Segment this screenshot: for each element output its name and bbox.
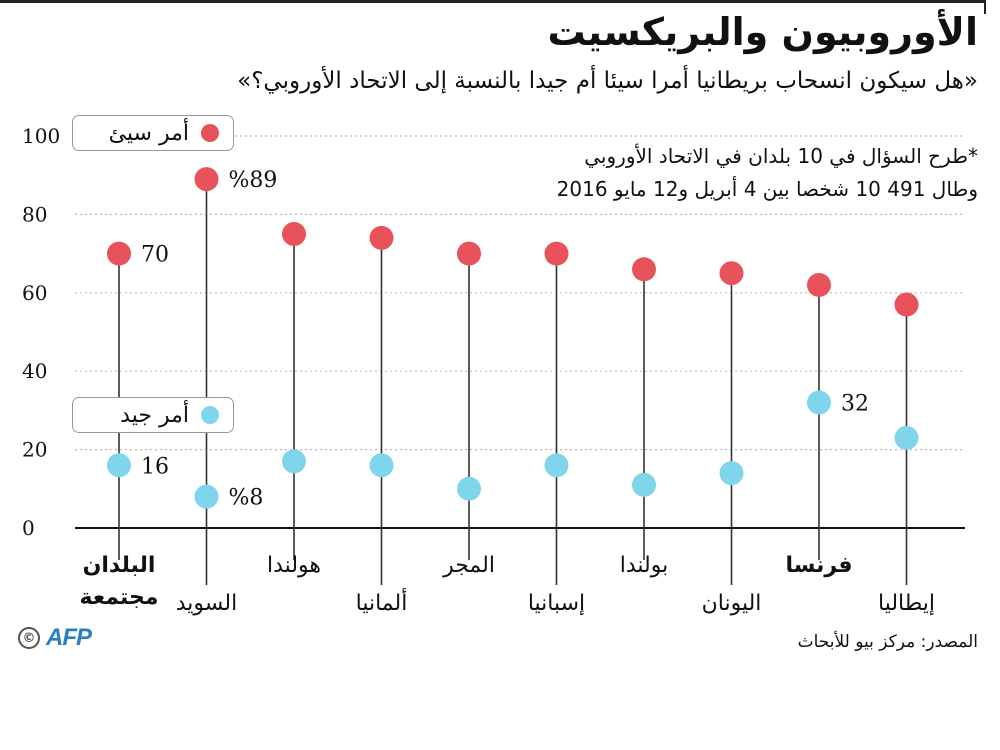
legend-bad-label: أمر سيئ [108,120,189,146]
bad-point [369,225,394,250]
category-label: البلدان [83,553,156,578]
bad-point [457,241,481,266]
legend-good-label: أمر جيد [120,402,189,428]
page-subtitle: «هل سيكون انسحاب بريطانيا أمرا سيئا أم ج… [237,68,978,94]
bad-data-label: 70 [141,243,169,268]
good-data-label: 32 [841,392,869,417]
good-point [107,453,131,478]
good-point [632,472,656,497]
y-tick-label: 100 [22,124,60,148]
right-border [984,0,986,14]
y-tick-label: 0 [22,516,35,540]
bad-point [107,241,131,266]
top-border [0,0,985,3]
good-point [457,476,481,501]
category-label: هولندا [267,553,321,578]
bad-point [194,167,219,192]
category-label: فرنسا [786,553,853,578]
bad-point [807,272,831,297]
survey-note-line-2: وطال 491 10 شخصا بين 4 أبريل و12 مايو 20… [556,177,978,201]
good-point [369,453,394,478]
legend-good-dot [201,406,219,424]
y-tick-label: 40 [22,359,47,383]
copyright-icon: © [18,627,40,649]
bad-point [282,222,306,246]
bad-point [632,257,656,282]
legend-bad: أمر سيئ [72,115,234,151]
afp-logo: © AFP [18,624,92,652]
bad-point [719,261,744,286]
page-title: الأوروبيون والبريكسيت [547,10,978,54]
good-data-label: %8 [229,486,264,511]
y-tick-label: 20 [22,438,47,462]
good-point [544,453,569,478]
legend-bad-dot [201,124,219,142]
category-label: بولندا [620,553,669,578]
good-point [282,449,306,474]
y-tick-label: 80 [22,202,47,226]
bad-point [544,241,569,266]
survey-note-line-1: *طرح السؤال في 10 بلدان في الاتحاد الأور… [584,144,978,168]
bad-point [894,292,919,317]
good-point [807,390,831,415]
good-data-label: 16 [141,454,169,479]
category-label: مجتمعة [80,585,159,610]
source-credit: المصدر: مركز بيو للأبحاث [797,632,978,652]
category-label: السويد [176,591,237,616]
category-label: إسبانيا [528,591,585,616]
category-label: ألمانيا [356,588,408,616]
category-label: المجر [442,553,495,578]
category-label: اليونان [702,591,762,616]
bad-data-label: %89 [229,168,278,193]
category-label: إيطاليا [878,591,935,616]
y-tick-label: 60 [22,281,47,305]
legend-good: أمر جيد [72,397,234,433]
good-point [194,484,219,509]
good-point [719,461,744,486]
good-point [894,425,919,450]
afp-logo-text: AFP [46,624,92,651]
